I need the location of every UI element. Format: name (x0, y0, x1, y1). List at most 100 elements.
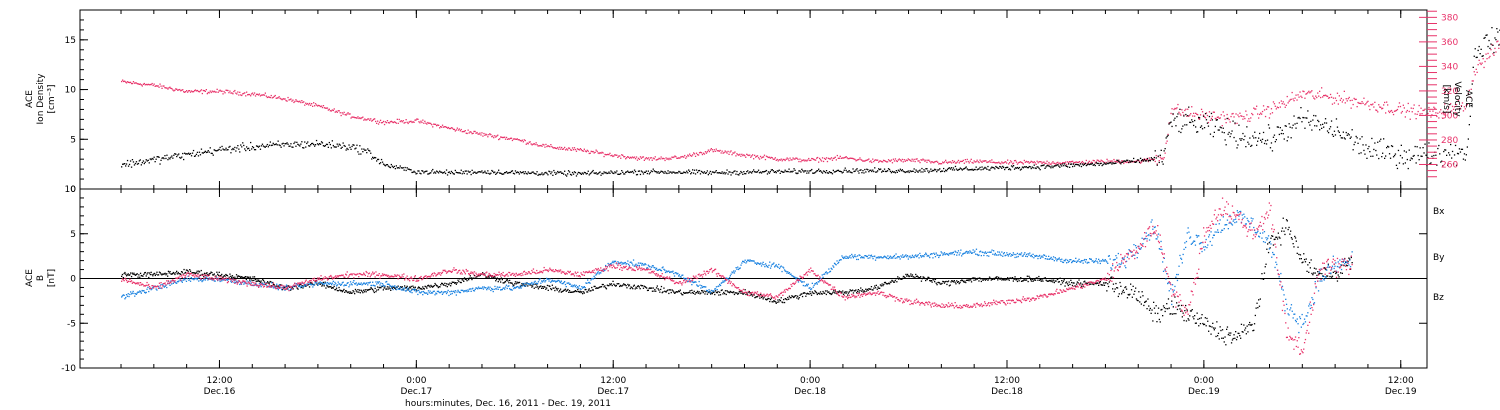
velocity-series-point (1075, 161, 1078, 163)
series-bx-point (1135, 298, 1138, 300)
velocity-series-point (1294, 97, 1296, 99)
density-series-point (1419, 147, 1421, 149)
velocity-series-point (914, 160, 916, 163)
series-bx-point (979, 277, 981, 279)
velocity-series-point (1238, 116, 1240, 118)
series-by-point (196, 278, 198, 281)
series-bx-point (961, 279, 964, 281)
density-series-point (435, 172, 437, 174)
density-series-point (1247, 141, 1249, 143)
series-by-point (390, 285, 392, 287)
series-bx-point (560, 291, 562, 293)
density-series-point (1132, 160, 1134, 162)
density-series-point (817, 170, 819, 172)
density-series-point (996, 166, 998, 168)
velocity-series-point (842, 157, 844, 159)
density-series-point (197, 155, 200, 157)
velocity-series-point (259, 95, 262, 97)
series-by-point (476, 287, 478, 289)
velocity-series-point (506, 138, 509, 140)
series-bx-point (322, 281, 325, 284)
velocity-series-point (293, 101, 295, 104)
density-series-point (779, 172, 781, 174)
velocity-series-point (1273, 103, 1276, 105)
velocity-series-point (1262, 105, 1265, 107)
series-bx-point (1059, 277, 1061, 279)
velocity-series-point (1022, 163, 1024, 165)
series-by-point (503, 287, 505, 289)
velocity-series-point (1329, 93, 1332, 96)
series-bx-point (921, 278, 923, 280)
series-bx-point (1237, 332, 1239, 334)
density-series-point (549, 171, 551, 173)
velocity-series-point (553, 147, 555, 149)
velocity-series-point (1212, 111, 1214, 113)
series-bx-point (1003, 278, 1005, 280)
series-by-point (441, 290, 443, 293)
series-by-point (336, 284, 339, 286)
density-series-point (180, 157, 182, 159)
velocity-series-point (958, 162, 960, 164)
density-series-point (533, 172, 535, 174)
velocity-series-point (1166, 140, 1168, 142)
series-by-point (518, 287, 521, 289)
series-by-point (295, 283, 297, 285)
velocity-series-point (402, 120, 404, 122)
series-by-point (128, 295, 130, 298)
series-bx-point (646, 289, 649, 292)
series-bx-point (1255, 307, 1257, 309)
series-by-point (298, 285, 300, 288)
density-series-point (777, 170, 779, 172)
density-series-point (1203, 127, 1206, 129)
density-series-point (935, 169, 937, 171)
density-series-point (992, 166, 994, 169)
series-bx-point (172, 271, 174, 274)
series-bx-point (1125, 286, 1127, 288)
series-by-point (425, 292, 427, 294)
series-bx-point (267, 282, 270, 284)
series-bx-point (910, 273, 912, 275)
series-bx-point (1332, 271, 1334, 273)
velocity-series-point (661, 158, 663, 160)
velocity-series-point (918, 160, 920, 162)
velocity-series-point (871, 161, 873, 164)
velocity-series-point (292, 99, 294, 101)
series-bx-point (327, 286, 329, 288)
velocity-series-point (787, 158, 789, 160)
velocity-series-point (271, 97, 273, 99)
density-series-point (586, 172, 588, 175)
series-bx-point (294, 285, 296, 287)
velocity-series-point (1034, 162, 1036, 164)
velocity-series-point (1220, 114, 1222, 116)
velocity-series-point (404, 121, 406, 124)
velocity-series-point (604, 153, 606, 156)
series-by-point (412, 289, 414, 291)
velocity-series-point (595, 149, 597, 151)
series-bx-point (569, 291, 571, 293)
density-series-point (425, 170, 427, 172)
series-bx-point (367, 289, 370, 291)
series-bx-point (1075, 285, 1077, 287)
series-by-point (462, 289, 464, 292)
velocity-series-point (266, 96, 268, 99)
series-bx-point (595, 287, 597, 290)
density-series-point (1367, 148, 1369, 150)
series-bx-point (828, 291, 830, 293)
velocity-series-point (654, 156, 656, 158)
velocity-series-point (1119, 162, 1121, 164)
density-series-point (322, 145, 325, 147)
velocity-series-point (314, 105, 316, 107)
series-bx-point (1231, 339, 1234, 341)
density-series-point (1163, 150, 1165, 152)
series-bx-point (330, 286, 332, 288)
series-bx-point (176, 273, 179, 275)
series-bx-point (1298, 253, 1300, 256)
velocity-series-point (356, 117, 358, 119)
velocity-series-point (376, 122, 378, 124)
series-by-point (504, 288, 506, 290)
density-series-point (987, 165, 989, 168)
series-bx-point (795, 295, 797, 297)
density-series-point (288, 145, 290, 147)
velocity-series-point (890, 159, 893, 161)
series-bx-point (350, 292, 352, 294)
